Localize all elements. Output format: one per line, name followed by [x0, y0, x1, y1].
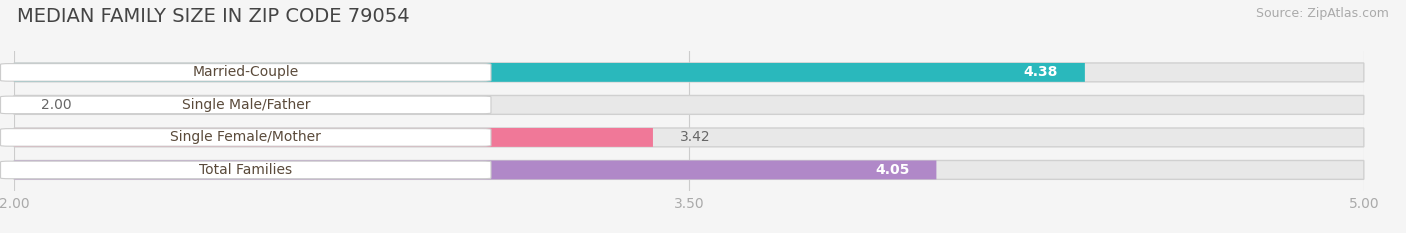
FancyBboxPatch shape [14, 63, 1085, 82]
Text: Single Female/Mother: Single Female/Mother [170, 130, 321, 144]
FancyBboxPatch shape [0, 129, 491, 146]
FancyBboxPatch shape [14, 161, 936, 179]
Text: 4.05: 4.05 [875, 163, 910, 177]
FancyBboxPatch shape [14, 161, 1364, 179]
Text: Source: ZipAtlas.com: Source: ZipAtlas.com [1256, 7, 1389, 20]
Text: 4.38: 4.38 [1024, 65, 1057, 79]
Text: Total Families: Total Families [200, 163, 292, 177]
FancyBboxPatch shape [0, 161, 491, 179]
Text: MEDIAN FAMILY SIZE IN ZIP CODE 79054: MEDIAN FAMILY SIZE IN ZIP CODE 79054 [17, 7, 409, 26]
Text: Married-Couple: Married-Couple [193, 65, 299, 79]
Text: 2.00: 2.00 [41, 98, 72, 112]
FancyBboxPatch shape [0, 96, 491, 114]
FancyBboxPatch shape [14, 96, 1364, 114]
FancyBboxPatch shape [0, 64, 491, 81]
Text: 3.42: 3.42 [681, 130, 710, 144]
FancyBboxPatch shape [14, 128, 652, 147]
Text: Single Male/Father: Single Male/Father [181, 98, 309, 112]
FancyBboxPatch shape [14, 128, 1364, 147]
FancyBboxPatch shape [14, 63, 1364, 82]
